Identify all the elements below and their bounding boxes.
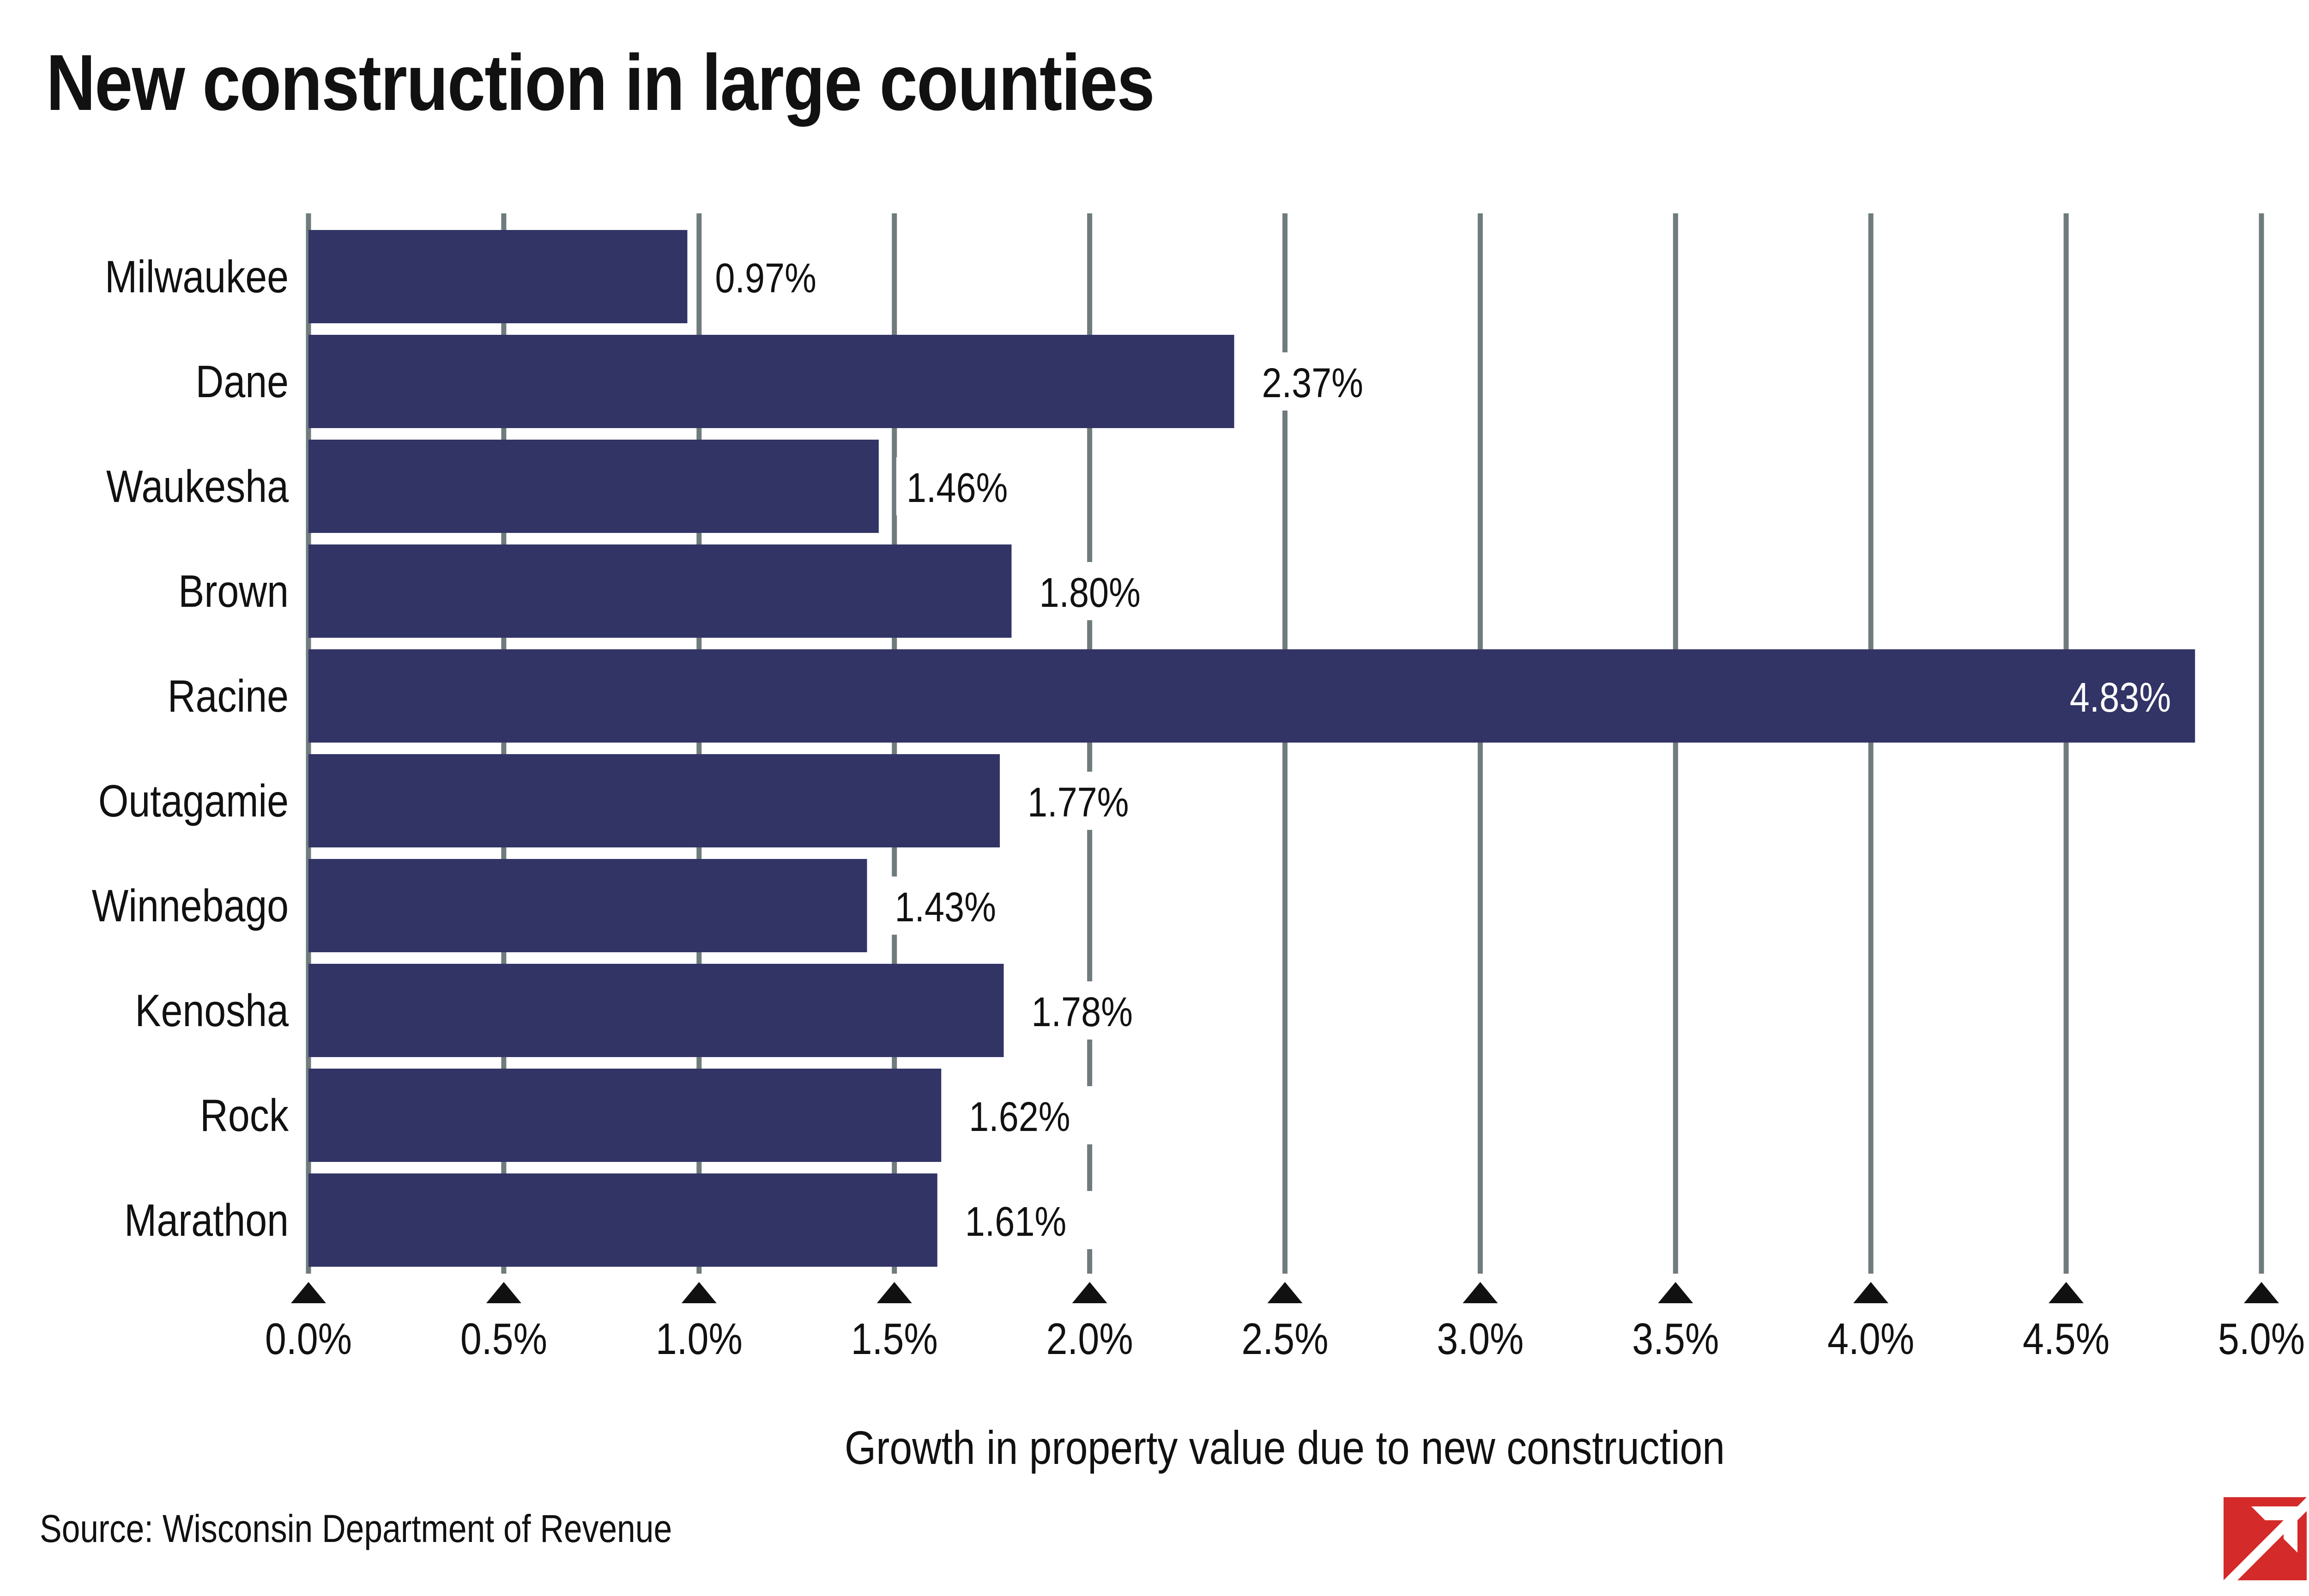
x-tick-label: 0.5% — [460, 1314, 547, 1363]
x-tick-label: 1.0% — [656, 1314, 743, 1363]
tick-marker — [1658, 1282, 1693, 1303]
category-label: Milwaukee — [105, 252, 289, 302]
source-note: Source: Wisconsin Department of Revenue — [40, 1507, 672, 1550]
value-label: 0.97% — [715, 255, 816, 302]
diagonal-arrow-logo-icon — [2224, 1497, 2307, 1580]
value-label: 1.77% — [1028, 779, 1129, 826]
value-label: 2.37% — [1262, 360, 1363, 406]
x-tick-label: 3.5% — [1632, 1314, 1719, 1363]
bar — [308, 1069, 942, 1162]
x-tick-label: 5.0% — [2218, 1314, 2305, 1363]
value-label: 4.83% — [2070, 674, 2171, 721]
category-label: Outagamie — [98, 776, 289, 826]
value-label: 1.61% — [965, 1198, 1066, 1245]
category-labels: Milwaukee Dane Waukesha Brown Racine Outagami… — [92, 252, 289, 1245]
category-label: Brown — [178, 566, 289, 617]
value-label-backdrop — [705, 248, 844, 306]
x-tick-label: 2.0% — [1046, 1314, 1133, 1363]
value-label: 1.46% — [907, 465, 1008, 511]
tick-marker — [486, 1282, 521, 1303]
value-label-backdrop — [1021, 981, 1160, 1040]
bar — [308, 1173, 937, 1267]
value-label: 1.62% — [969, 1094, 1070, 1140]
x-tick-label: 2.5% — [1241, 1314, 1328, 1363]
x-tick-label: 3.0% — [1437, 1314, 1523, 1363]
tick-markers — [291, 1282, 2279, 1303]
bar — [308, 754, 1000, 847]
tick-marker — [1072, 1282, 1107, 1303]
category-label: Kenosha — [135, 985, 289, 1036]
x-tick-labels: 0.0% 0.5% 1.0% 1.5% 2.0% 2.5% 3.0% 3.5% 4.0% 4.5%… — [265, 1314, 2305, 1363]
x-tick-label: 0.0% — [265, 1314, 352, 1363]
category-label: Rock — [200, 1090, 289, 1141]
x-axis-label: Growth in property value due to new cons… — [845, 1422, 1725, 1475]
bar — [308, 335, 1234, 428]
tick-marker — [2049, 1282, 2084, 1303]
x-tick-label: 1.5% — [851, 1314, 938, 1363]
value-label-backdrop — [1017, 772, 1156, 830]
value-label: 1.80% — [1039, 569, 1140, 616]
chart-title: New construction in large counties — [46, 38, 1155, 127]
category-label: Winnebago — [92, 881, 289, 931]
value-label-backdrop — [1029, 562, 1168, 620]
bar — [308, 544, 1012, 638]
value-label-backdrop — [1251, 352, 1390, 411]
tick-marker — [291, 1282, 326, 1303]
value-label-backdrop — [896, 457, 1035, 515]
x-tick-label: 4.0% — [1827, 1314, 1914, 1363]
value-label-backdrop — [955, 1191, 1094, 1249]
bars — [308, 230, 2195, 1267]
bar — [308, 230, 688, 323]
bar — [308, 859, 867, 952]
tick-marker — [2244, 1282, 2279, 1303]
x-tick-label: 4.5% — [2023, 1314, 2110, 1363]
category-label: Racine — [168, 671, 289, 721]
tick-marker — [681, 1282, 717, 1303]
tick-marker — [1853, 1282, 1889, 1303]
value-label: 1.78% — [1032, 989, 1133, 1035]
bar — [308, 440, 879, 533]
value-labels: 0.97% 2.37% 1.46% 1.80% 4.83% 1.77% 1.43% 1.78%… — [705, 248, 2171, 1249]
tick-marker — [1463, 1282, 1498, 1303]
category-label: Waukesha — [106, 461, 289, 512]
bar — [308, 649, 2195, 743]
category-label: Dane — [196, 357, 289, 407]
value-label-backdrop — [884, 877, 1023, 935]
value-label: 1.43% — [895, 884, 996, 931]
bar — [308, 964, 1004, 1057]
tick-marker — [1267, 1282, 1303, 1303]
tick-marker — [876, 1282, 912, 1303]
category-label: Marathon — [124, 1195, 289, 1245]
value-label-backdrop — [959, 1086, 1098, 1144]
